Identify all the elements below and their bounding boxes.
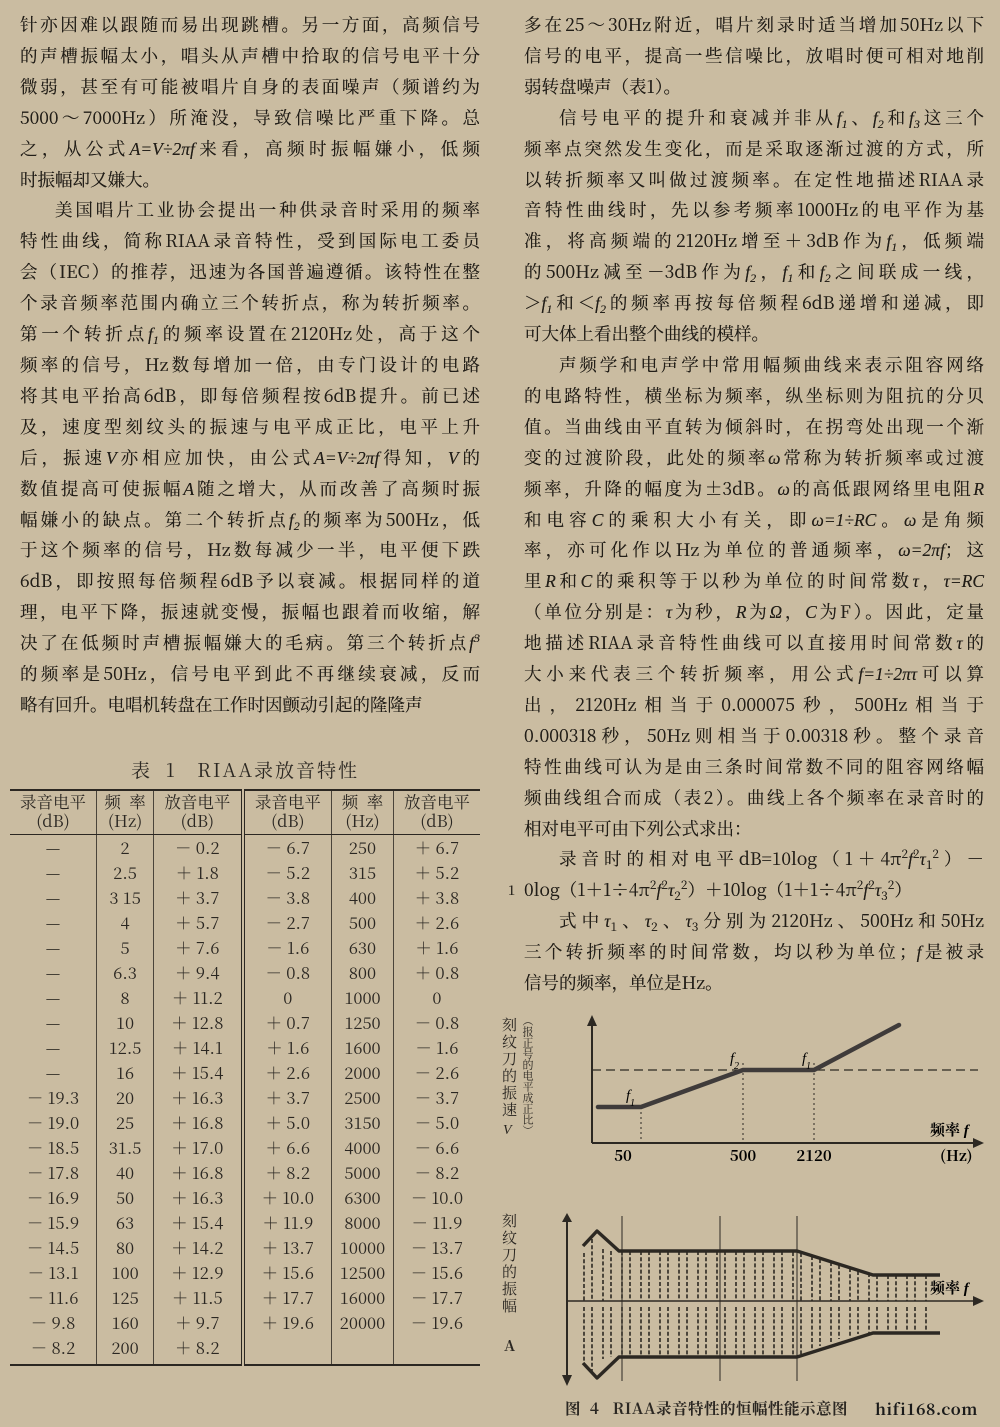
- svg-text:50: 50: [614, 1145, 632, 1165]
- svg-text:频率 f: 频率 f: [930, 1119, 971, 1140]
- svg-text:2: 2: [734, 1061, 739, 1072]
- svg-text:2120: 2120: [796, 1145, 832, 1165]
- svg-text:频率 f: 频率 f: [930, 1277, 971, 1298]
- svg-text:1: 1: [806, 1061, 811, 1072]
- svg-text:(Hz): (Hz): [940, 1145, 973, 1165]
- svg-text:500: 500: [730, 1145, 757, 1165]
- svg-text:1: 1: [630, 1098, 635, 1109]
